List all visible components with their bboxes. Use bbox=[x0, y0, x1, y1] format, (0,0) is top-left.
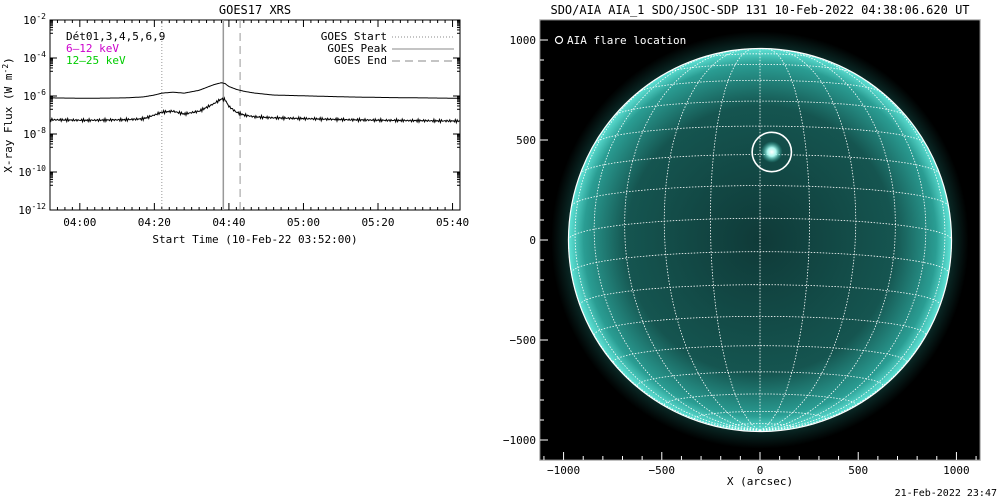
longitude-line bbox=[759, 63, 946, 431]
aia-x-tick-label: −500 bbox=[649, 464, 676, 477]
latitude-line bbox=[638, 79, 882, 93]
legend-6-12-kev: 6–12 keV bbox=[66, 42, 119, 55]
aia-x-tick-label: 500 bbox=[848, 464, 868, 477]
latitude-line bbox=[663, 393, 857, 405]
longitude-line bbox=[624, 50, 761, 431]
goes-y-tick-label: 10-10 bbox=[18, 164, 46, 179]
goes-x-axis-label: Start Time (10-Feb-22 03:52:00) bbox=[152, 233, 357, 246]
aia-y-tick-label: 1000 bbox=[510, 34, 537, 47]
goes-series-short bbox=[49, 96, 461, 125]
flare-brightening bbox=[760, 141, 783, 163]
goes-series-long bbox=[50, 82, 460, 99]
goes-event-markers bbox=[161, 20, 241, 210]
latitude-line bbox=[613, 100, 907, 117]
goes-y-tick-label: 10-8 bbox=[23, 126, 46, 141]
latitude-line bbox=[568, 217, 952, 241]
longitude-line bbox=[759, 48, 857, 431]
legend-goes-start: GOES Start bbox=[321, 30, 387, 43]
goes-detector-label: Dét01,3,4,5,6,9 bbox=[66, 30, 165, 43]
footer-timestamp: 21-Feb-2022 23:47 bbox=[895, 488, 997, 499]
aia-legend-marker bbox=[554, 35, 564, 45]
aia-x-axis-label: X (arcsec) bbox=[727, 475, 793, 488]
goes-xrs-chart: GOES17 XRS 10-2 10-4 10-6 10-8 10-10 10-12 04… bbox=[1, 3, 469, 246]
goes-x-tick-label: 04:40 bbox=[212, 216, 245, 229]
goes-y-axis: 10-2 10-4 10-6 10-8 10-10 10-12 bbox=[18, 12, 460, 217]
goes-plot-frame bbox=[49, 19, 461, 211]
aia-title: SDO/AIA AIA_1 SDO/JSOC-SDP 131 10-Feb-20… bbox=[550, 3, 969, 17]
aia-y-tick-label: −1000 bbox=[503, 434, 536, 447]
latitude-line bbox=[571, 185, 949, 207]
goes-y-axis-label: X-ray Flux (W m-2) bbox=[1, 57, 15, 173]
goes-x-tick-label: 05:20 bbox=[361, 216, 394, 229]
goes-x-tick-label: 04:20 bbox=[138, 216, 171, 229]
longitude-line bbox=[574, 63, 761, 431]
goes-x-tick-label: 05:00 bbox=[287, 216, 320, 229]
longitude-line bbox=[759, 48, 811, 431]
aia-y-axis: 1000 500 0 −500 −1000 bbox=[503, 34, 548, 447]
goes-y-tick-label: 10-2 bbox=[23, 12, 46, 27]
goes-x-axis: 04:00 04:20 04:40 05:00 05:20 05:40 bbox=[49, 20, 469, 229]
goes-series-group bbox=[49, 82, 461, 125]
aia-y-tick-label: −500 bbox=[510, 334, 537, 347]
goes-y-tick-label: 10-12 bbox=[18, 202, 46, 217]
legend-goes-end: GOES End bbox=[334, 54, 387, 67]
latitude-line bbox=[666, 64, 854, 74]
goes-y-tick-label: 10-6 bbox=[23, 88, 46, 103]
longitude-line bbox=[759, 50, 896, 431]
goes-x-tick-label: 05:40 bbox=[436, 216, 469, 229]
aia-legend-label: AIA flare location bbox=[567, 34, 686, 47]
aia-x-axis: −1000 −500 0 500 1000 bbox=[543, 452, 977, 477]
longitude-line bbox=[593, 53, 761, 431]
flare-location-circle bbox=[751, 131, 793, 173]
longitude-line bbox=[663, 48, 761, 431]
aia-x-tick-label: 1000 bbox=[943, 464, 970, 477]
aia-x-tick-label: 0 bbox=[757, 464, 764, 477]
aia-solar-image: SDO/AIA AIA_1 SDO/JSOC-SDP 131 10-Feb-20… bbox=[503, 3, 981, 488]
goes-title: GOES17 XRS bbox=[219, 3, 291, 17]
aia-y-tick-label: 500 bbox=[516, 134, 536, 147]
goes-x-tick-label: 04:00 bbox=[63, 216, 96, 229]
legend-12-25-kev: 12–25 keV bbox=[66, 54, 126, 67]
longitude-line bbox=[709, 48, 761, 431]
aia-x-tick-label: −1000 bbox=[547, 464, 580, 477]
longitude-line bbox=[759, 53, 927, 431]
goes-y-tick-label: 10-4 bbox=[23, 50, 46, 65]
latitude-line bbox=[593, 316, 927, 336]
aia-y-tick-label: 0 bbox=[529, 234, 536, 247]
solar-limb bbox=[567, 47, 953, 433]
legend-goes-peak: GOES Peak bbox=[327, 42, 387, 55]
